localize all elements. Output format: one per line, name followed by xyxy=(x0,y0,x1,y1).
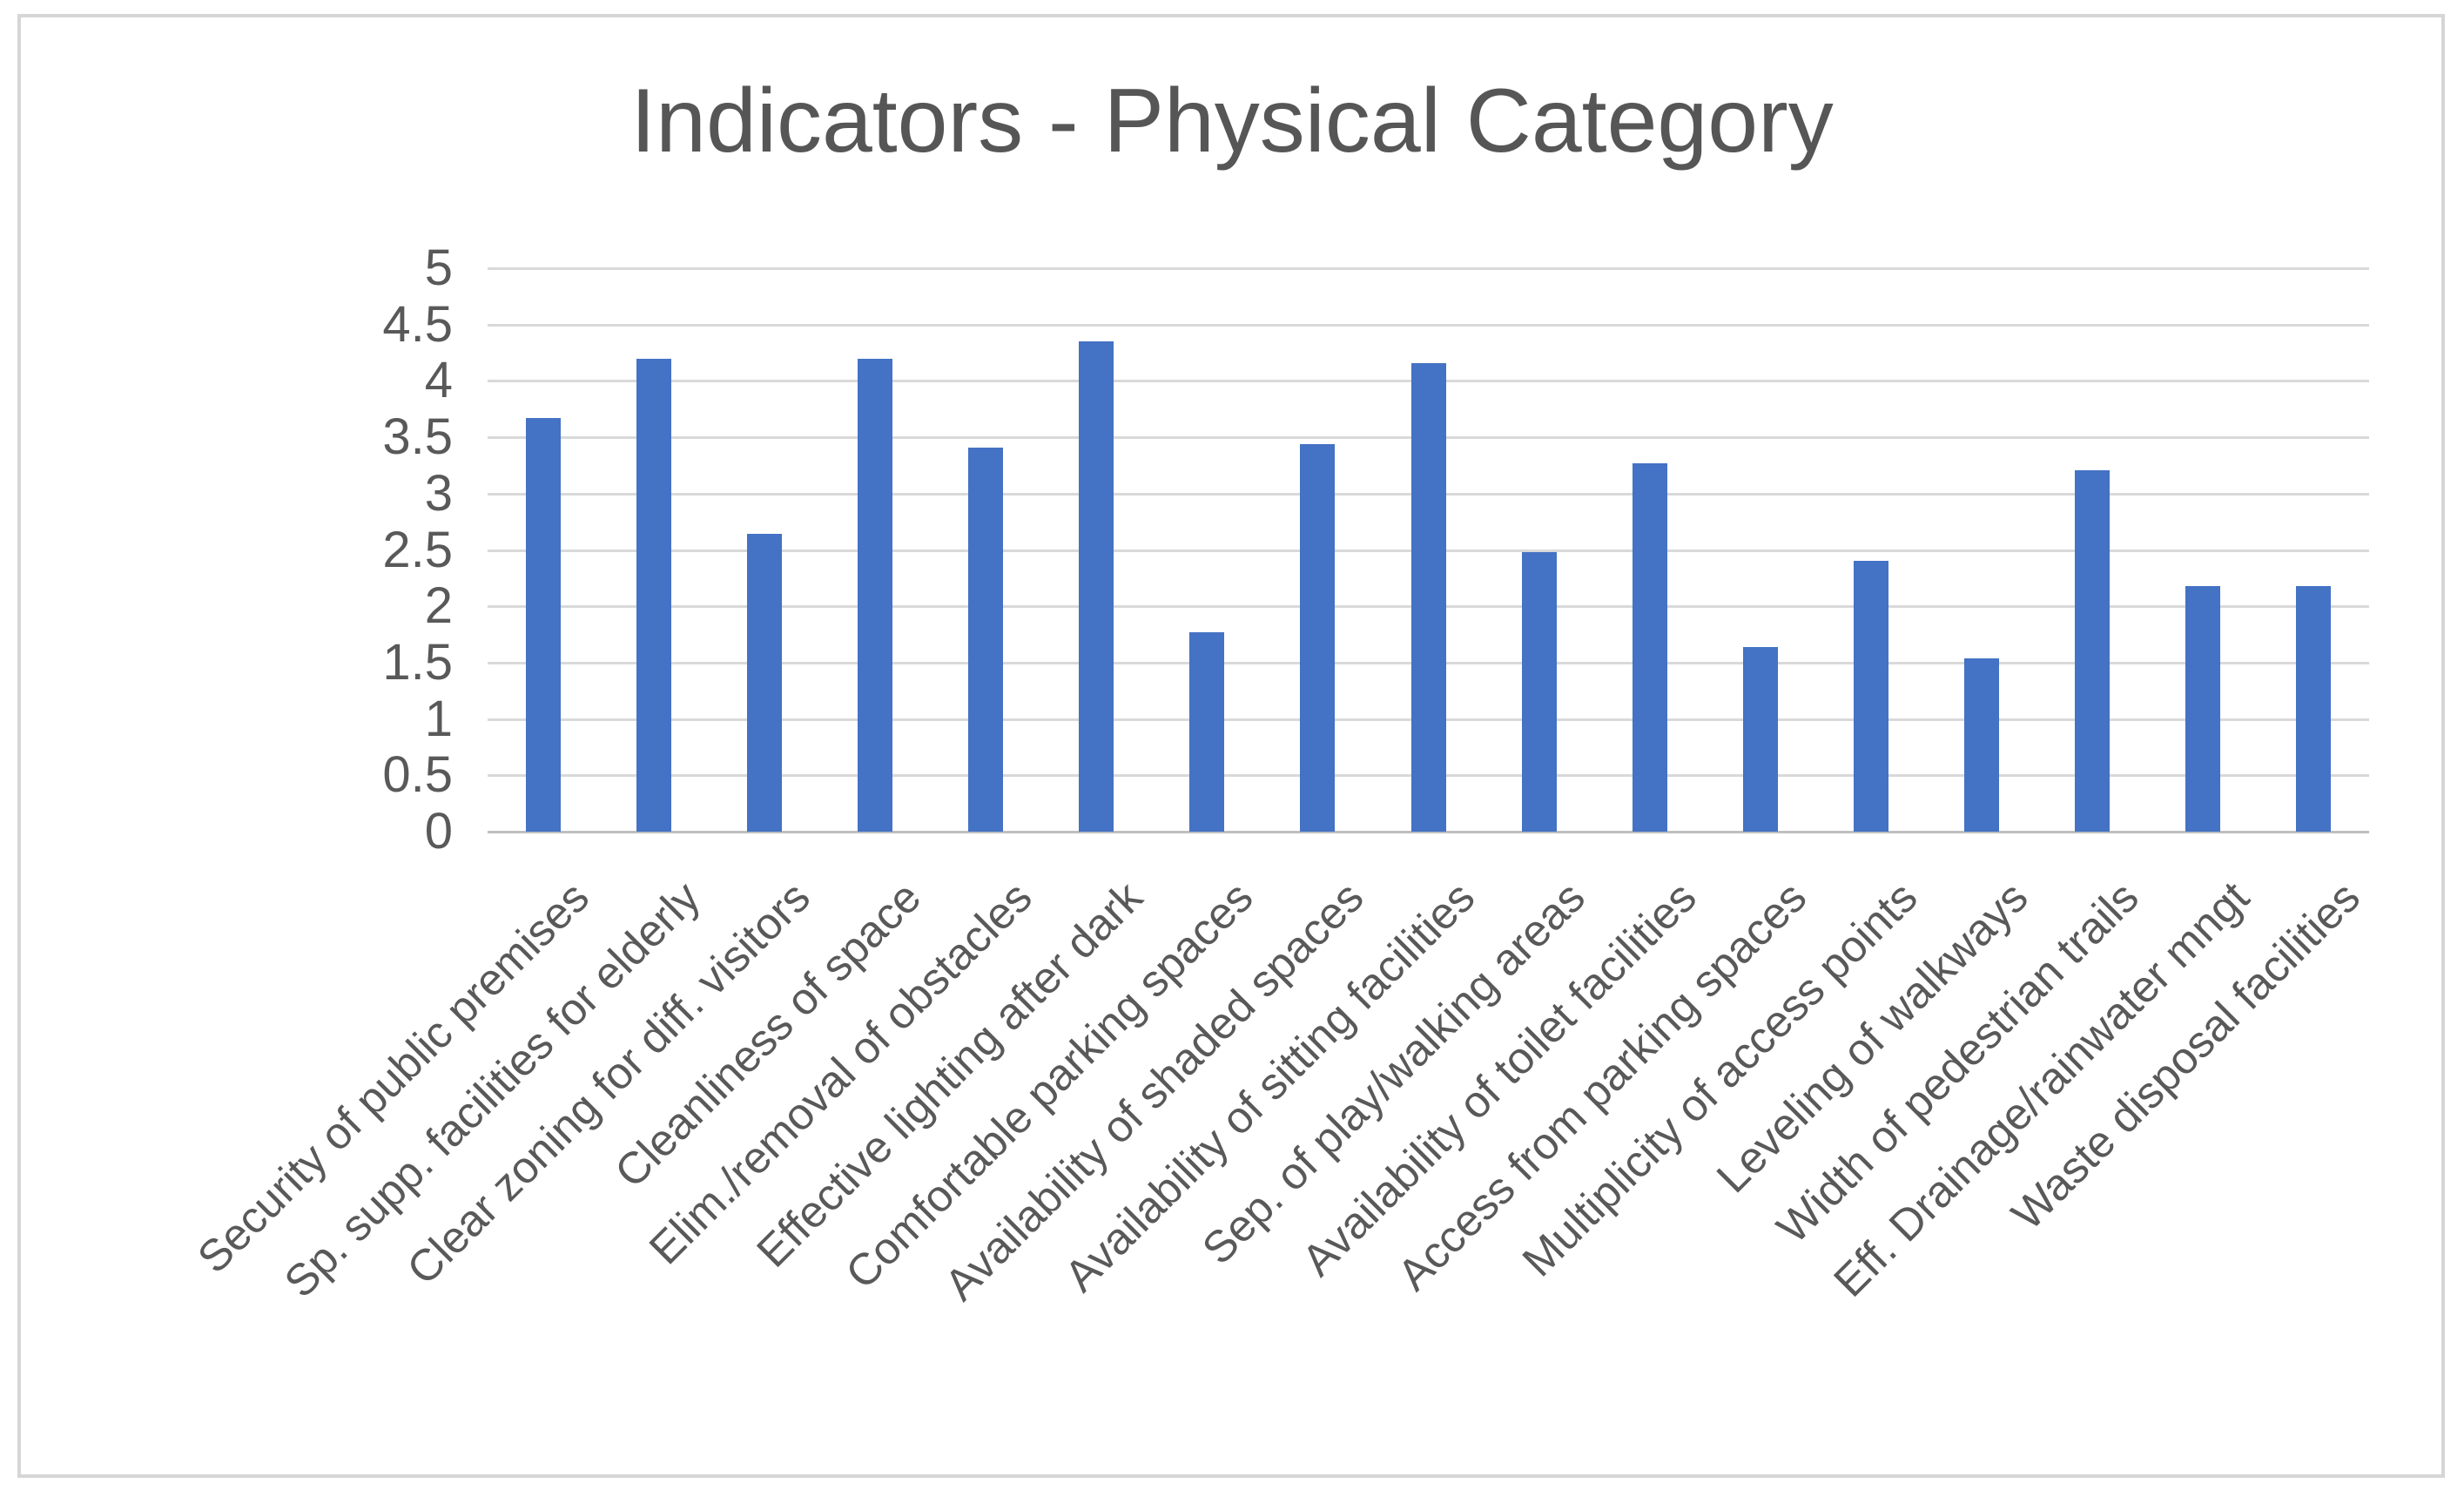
y-axis-tick-label: 1.5 xyxy=(382,633,453,691)
gridline xyxy=(488,267,2369,270)
gridline xyxy=(488,323,2369,327)
bar xyxy=(636,358,671,832)
bar xyxy=(857,358,892,832)
chart-title: Indicators - Physical Category xyxy=(630,71,1834,172)
x-axis-baseline xyxy=(488,831,2369,833)
bar xyxy=(1189,631,1225,832)
plot-area xyxy=(488,267,2369,833)
bar xyxy=(968,447,1004,832)
bar xyxy=(1964,657,2000,832)
bar xyxy=(1079,341,1114,832)
y-axis-tick-label: 4 xyxy=(424,352,453,409)
bar xyxy=(1521,552,1557,832)
bar xyxy=(1632,462,1667,832)
y-axis-tick-label: 2.5 xyxy=(382,521,453,578)
bar xyxy=(525,418,561,832)
y-axis-tick-label: 1 xyxy=(424,690,453,747)
y-axis-tick-label: 2 xyxy=(424,577,453,635)
bar xyxy=(2296,585,2332,832)
bar xyxy=(2075,469,2111,832)
y-axis-tick-label: 3 xyxy=(424,464,453,522)
bar xyxy=(1300,443,1336,832)
bar xyxy=(746,534,782,832)
y-axis-tick-label: 5 xyxy=(424,239,453,296)
y-axis-tick-label: 0 xyxy=(424,803,453,860)
bar xyxy=(1742,646,1778,832)
bar xyxy=(1410,362,1446,832)
y-axis-tick-label: 3.5 xyxy=(382,408,453,466)
chart-frame xyxy=(17,14,2445,1478)
y-axis-tick-label: 4.5 xyxy=(382,295,453,353)
bar xyxy=(1853,561,1888,832)
y-axis-tick-label: 0.5 xyxy=(382,746,453,804)
bar xyxy=(2185,585,2221,832)
